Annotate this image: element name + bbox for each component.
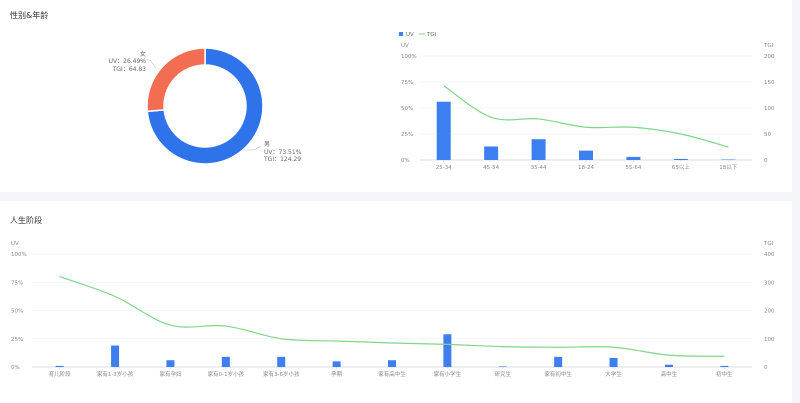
life-left-tick-2: 50% [11,309,23,315]
age-right-tick-1: 150 [764,80,775,86]
life-x-label-1: 家有1-3岁小孩 [97,370,134,378]
life-bar-10 [609,357,618,367]
life-bar-8 [498,366,507,367]
age-left-tick-4: 0% [401,158,410,164]
life-x-label-8: 研究生 [495,370,512,378]
age-x-label-1: 45-54 [483,165,499,171]
life-bar-4 [277,356,286,367]
life-left-tick-1: 75% [11,280,23,286]
male-label-name: 男 [264,141,270,148]
age-combo-chart: UV TGI 100% 75% 50% 25% 0% 200 150 100 50 0 UV TGI 25-… [399,32,775,171]
life-left-tick-4: 0% [11,365,20,371]
age-left-tick-3: 25% [401,132,413,138]
life-x-label-6: 家有高中生 [378,370,406,378]
life-right-axis-title: TGI [763,241,774,247]
age-right-tick-2: 100 [764,106,775,112]
gender-age-card: 性别&年龄 男 UV：73.51% TGI：124.29 女 UV：26.49% TGI：… [0,0,792,192]
life-bar-1 [111,345,120,367]
life-x-label-0: 育儿阶段 [49,370,72,378]
age-x-label-2: 35-44 [531,165,547,171]
life-bar-7 [443,334,452,367]
male-label-tgi: TGI：124.29 [263,156,301,163]
life-x-label-12: 初中生 [716,370,733,378]
life-bar-12 [720,365,729,367]
life-x-label-5: 孕期 [331,371,343,378]
age-bar-4 [626,156,641,160]
female-label-uv: UV：26.49% [109,58,147,65]
age-right-tick-3: 50 [764,132,771,138]
section-title-life-stage: 人生阶段 [10,216,42,225]
age-left-tick-1: 75% [401,80,413,86]
life-bar-3 [221,356,230,367]
life-x-label-11: 高中生 [661,370,678,378]
life-left-tick-3: 25% [11,337,23,343]
age-bar-3 [579,150,593,160]
life-bar-2 [166,360,175,367]
life-x-label-7: 家有小学生 [434,370,462,378]
life-left-axis-title: UV [11,241,19,247]
section-title-gender-age: 性别&年龄 [10,11,49,20]
age-x-label-5: 65以上 [672,163,690,171]
age-bar-6 [721,159,736,160]
female-label-tgi: TGI：64.83 [112,66,146,73]
life-x-label-9: 家有初中生 [544,370,572,378]
life-stage-combo-chart: 100% 75% 50% 25% 0% 400 300 200 100 0 UV TGI 育儿阶段 家有1… [11,241,775,378]
life-right-tick-4: 0 [764,365,768,371]
donut-slice-1 [146,47,206,113]
life-stage-card: 人生阶段 100% 75% 50% 25% 0% 400 300 200 100 0 UV TGI 育儿… [0,201,792,403]
life-right-tick-2: 200 [764,309,775,315]
female-label-name: 女 [140,50,146,58]
age-left-axis-title: UV [401,43,409,49]
age-bar-2 [531,139,546,160]
age-bar-5 [673,158,688,160]
donut-slice-0 [146,47,264,165]
age-left-tick-2: 50% [401,106,413,112]
life-bar-6 [388,360,396,367]
life-bar-9 [554,356,563,367]
life-bar-11 [664,364,673,367]
life-bar-0 [55,365,64,367]
age-x-label-3: 18-24 [578,165,594,171]
age-right-axis-title: TGI [763,43,774,49]
age-x-label-4: 55-64 [625,165,641,171]
life-right-tick-1: 300 [764,280,775,286]
age-bar-0 [436,101,451,160]
life-right-tick-3: 100 [764,337,775,343]
legend-tgi-label: TGI [426,32,437,38]
age-bar-1 [484,146,499,160]
life-right-tick-0: 400 [764,252,775,258]
age-tgi-line [443,85,729,148]
life-bar-5 [332,361,341,367]
legend-uv-label: UV [406,32,414,38]
life-x-label-4: 家有3-6岁小孩 [263,370,300,378]
female-leader-line [144,59,157,69]
life-x-label-2: 家有孕妇 [159,370,181,378]
age-x-label-0: 25-34 [436,165,452,171]
male-leader-line [243,145,262,151]
life-left-tick-0: 100% [11,252,27,258]
age-right-tick-0: 200 [764,54,775,60]
male-label-uv: UV：73.51% [264,149,302,156]
gender-donut-chart: 男UV：73.51%TGI：124.29 女UV：26.49%TGI：64.83 [109,47,302,165]
life-x-label-10: 大学生 [605,370,622,378]
age-left-tick-0: 100% [401,54,417,60]
age-right-tick-4: 0 [764,158,768,164]
age-x-label-6: 18以下 [719,164,737,171]
life-x-label-3: 家有0-1岁小孩 [208,370,245,378]
life-tgi-line [59,276,725,357]
legend-uv-swatch [399,32,403,36]
